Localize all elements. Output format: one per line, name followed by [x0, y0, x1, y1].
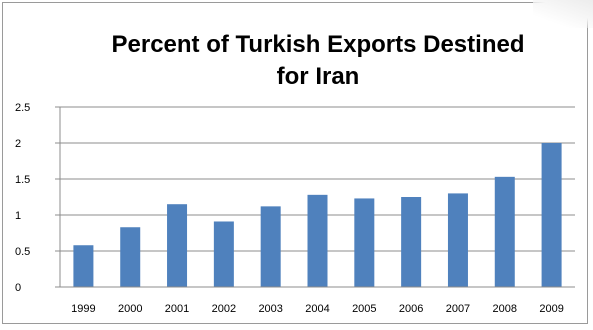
x-tick-label: 2005	[352, 303, 376, 315]
x-tick-label: 2006	[399, 303, 423, 315]
bar	[354, 198, 375, 287]
y-tick-label: 1	[15, 210, 21, 222]
x-tick-label: 2004	[305, 303, 329, 315]
x-tick-label: 1999	[71, 303, 95, 315]
y-tick-label: 0.5	[15, 246, 30, 258]
bar	[494, 176, 515, 287]
bar	[541, 143, 562, 287]
chart-frame	[2, 2, 588, 324]
bars	[73, 143, 562, 287]
bar	[307, 194, 328, 287]
bar	[401, 197, 422, 287]
bar	[167, 204, 188, 287]
x-tick-label: 2003	[258, 303, 282, 315]
y-tick-label: 1.5	[15, 174, 30, 186]
bar	[447, 193, 468, 287]
chart-title-line-2: for Iran	[277, 63, 360, 90]
x-tick-label: 2008	[493, 303, 517, 315]
x-axis-tick-labels: 1999 2000 2001 2002 2003 2004 2005 2006 2007 2008…	[71, 303, 564, 315]
x-tick-label: 2001	[165, 303, 189, 315]
x-tick-label: 2000	[118, 303, 142, 315]
chart-title-line-1: Percent of Turkish Exports Destined	[112, 31, 525, 58]
x-tick-label: 2009	[539, 303, 563, 315]
x-tick-label: 2002	[212, 303, 236, 315]
page-corner-shadow	[533, 0, 593, 28]
bar	[213, 221, 234, 287]
bar	[260, 206, 281, 287]
bar	[73, 245, 94, 287]
x-tick-label: 2007	[446, 303, 470, 315]
y-tick-label: 2	[15, 138, 21, 150]
y-tick-label: 2.5	[15, 102, 30, 114]
y-axis-tick-labels: 0 0.5 1 1.5 2 2.5	[15, 102, 30, 294]
y-tick-label: 0	[15, 282, 21, 294]
bar	[120, 227, 141, 287]
